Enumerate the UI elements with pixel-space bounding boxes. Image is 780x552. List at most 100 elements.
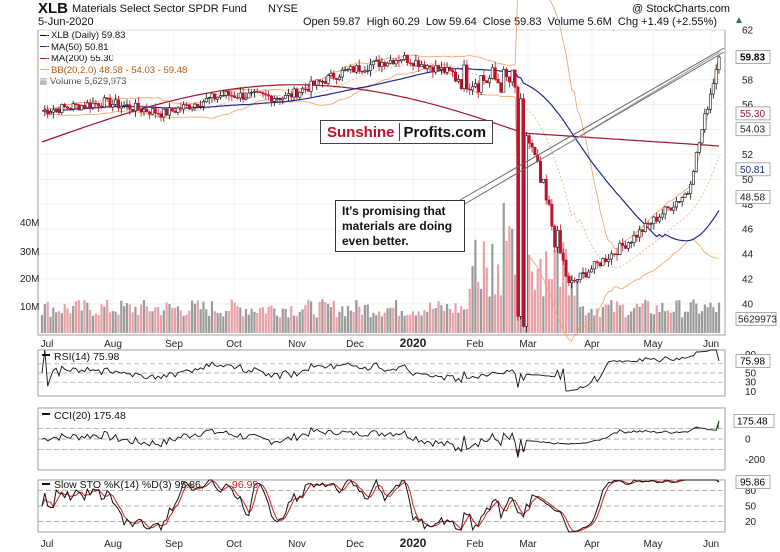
candle-body [340,69,344,78]
volume-bar [142,299,146,333]
volume-bar [89,309,92,333]
volume-axis-tick: 20M [20,274,39,285]
volume-bar [638,306,641,333]
candle-body [476,83,480,93]
candle-body [541,178,545,183]
volume-bar [403,315,406,333]
candle-body [663,206,667,215]
volume-bar [244,308,248,333]
candle-body [284,95,288,99]
bb-lower-line [41,68,720,342]
candle-body [465,64,469,90]
sto-panel: 80 50 20 95.86 Slow STO %K(14) %D(3) 95.86, 9… [37,475,771,533]
candle-body [714,69,718,84]
candle-body [519,98,523,317]
candle-body [102,97,106,108]
sto-tag-box [735,475,771,490]
candle-body [388,60,392,64]
volume-bar [52,307,55,333]
volume-bar [188,310,191,333]
volume-bar [97,314,100,333]
volume-bar [460,306,463,333]
volume-bar [564,248,568,333]
month-label-bottom: Feb [466,539,484,550]
candle-body [116,99,120,109]
candle-body [63,104,67,108]
candle-body [43,109,47,112]
volume-bar [556,235,559,333]
candle-body [156,112,160,115]
volume-bar [321,299,324,333]
volume-bar [137,315,140,333]
volume-bar [125,303,129,333]
volume-bar [60,313,63,333]
volume-bar [43,304,46,333]
candle-body [709,93,713,110]
month-label-top: Aug [104,339,122,350]
candle-body [122,105,126,107]
legend-item-price: XLB (Daily) 59.83 [40,30,187,42]
candle-body [414,60,418,67]
month-label-bottom: Jul [41,539,54,550]
volume-bar [502,203,505,333]
volume-bar [553,250,556,333]
candle-body [658,216,662,222]
candle-body [462,64,466,89]
volume-bar [253,311,256,333]
candle-body [65,106,69,109]
volume-bar [80,310,83,333]
month-label-top: Feb [466,339,484,350]
volume-bar [445,303,449,333]
volume-bar [547,279,551,333]
candle-body [694,152,698,172]
candle-body [60,104,64,114]
rsi-line [41,349,720,392]
candle-body [669,207,673,211]
volume-bar [193,303,197,333]
price-tag-box [735,122,771,137]
candle-body [221,95,225,97]
volume-bar [360,314,364,333]
volume-bar [700,311,704,333]
candle-body [456,79,460,82]
volume-bar [117,314,120,333]
candle-body [187,104,191,110]
sto-d-line [41,479,720,533]
candle-body [366,70,370,72]
volume-bar [261,307,265,333]
volume-bar [448,308,451,333]
volume-bar [457,312,460,333]
volume-bar [649,313,653,333]
candle-body [621,242,625,246]
month-label-bottom: Sep [165,539,183,550]
candle-body [312,80,316,86]
candle-body [278,98,282,101]
volume-bar [174,307,177,333]
volume-bar [358,306,361,333]
candle-body [451,70,455,73]
candle-body [235,97,239,99]
candle-body [677,201,681,203]
volume-bar [462,309,466,333]
volume-bar [672,311,675,333]
cci-legend-swatch [42,413,50,415]
volume-bar [100,304,103,333]
candle-body [553,225,557,248]
volume-bar [310,301,313,333]
candle-body [564,260,568,277]
volume-bar [530,271,534,333]
candle-body [119,105,123,109]
volume-bar [394,300,398,333]
volume-bar [542,296,545,333]
candle-body [417,60,421,68]
candle-body [301,88,305,93]
candle-body [74,103,78,105]
candle-body [244,97,248,100]
volume-bar [335,317,338,333]
panel-axis-tick: 30 [745,378,757,389]
candle-body [479,75,483,93]
price-tag-box [735,50,771,64]
candle-body [672,206,676,211]
volume-bar [227,311,231,333]
candle-body [649,223,653,225]
